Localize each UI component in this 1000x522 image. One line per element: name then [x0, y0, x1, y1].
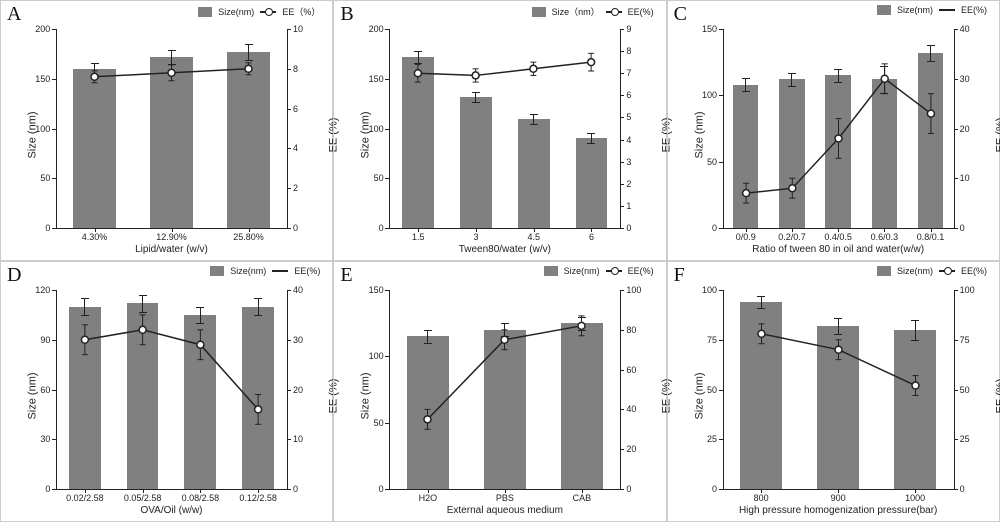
trend-line	[334, 1, 665, 260]
trend-line	[1, 262, 332, 521]
panel-f: F Size(nm) EE(%) 0 25 50 75 100 0 25 50 …	[667, 261, 1000, 522]
panel-e: E Size(nm) EE(%) 0 50 100 150 0 20 40 60…	[333, 261, 666, 522]
chart-grid: A Size(nm) EE（%） 0 50 100 150 200 0 2 4 …	[0, 0, 1000, 522]
panel-b: B Size（nm） EE(%) 0 50 100 150 200 0 1 2 …	[333, 0, 666, 261]
trend-line	[334, 262, 665, 521]
trend-line	[668, 262, 999, 521]
panel-c: C Size(nm) EE(%) 0 50 100 150 0 10 20 30…	[667, 0, 1000, 261]
trend-line	[668, 1, 999, 260]
trend-line	[1, 1, 332, 260]
panel-d: D Size(nm) EE(%) 0 30 60 90 120 0 10 20 …	[0, 261, 333, 522]
panel-a: A Size(nm) EE（%） 0 50 100 150 200 0 2 4 …	[0, 0, 333, 261]
